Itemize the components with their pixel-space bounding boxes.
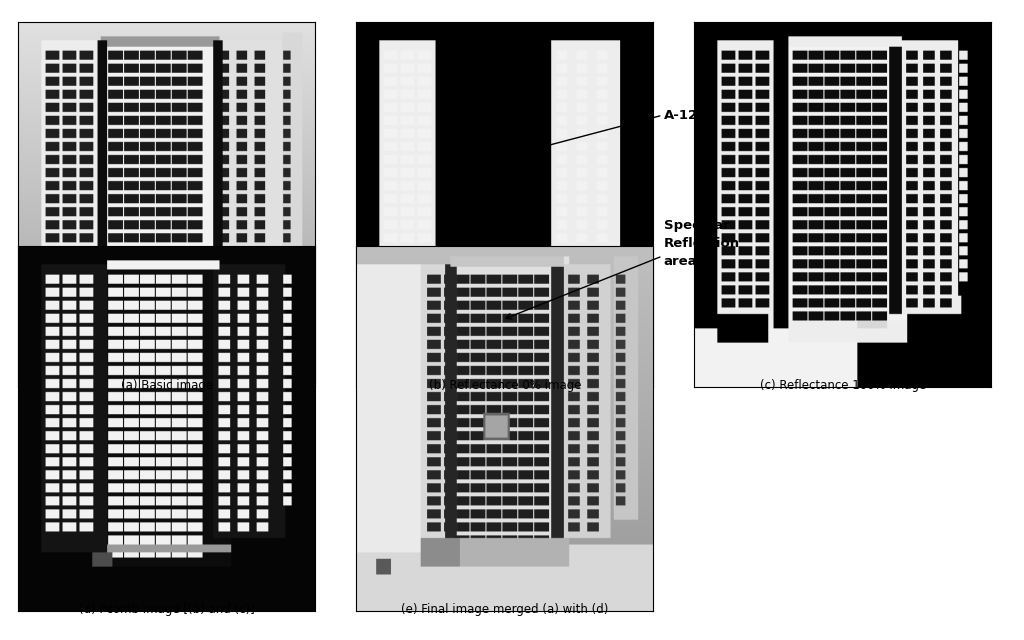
Text: A-1201: A-1201 bbox=[664, 109, 716, 122]
Text: (a) Basic image: (a) Basic image bbox=[121, 379, 213, 392]
Text: (c) Reflectance 100% image: (c) Reflectance 100% image bbox=[760, 379, 926, 392]
Text: Specular
Reflection
area: Specular Reflection area bbox=[664, 219, 739, 268]
Text: (d) Pcomb image [(b) and (c)]: (d) Pcomb image [(b) and (c)] bbox=[79, 604, 255, 616]
Text: (e) Final image merged (a) with (d): (e) Final image merged (a) with (d) bbox=[401, 604, 608, 616]
Text: (b) Reflectance 0% image: (b) Reflectance 0% image bbox=[429, 379, 581, 392]
